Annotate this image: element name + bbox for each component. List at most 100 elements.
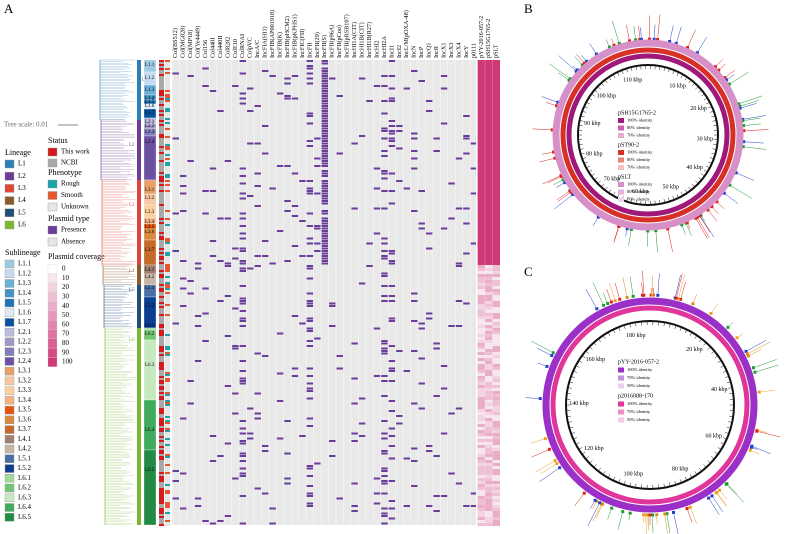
phenotype-cell — [165, 510, 170, 512]
presence-cell — [239, 370, 247, 372]
coverage-cell — [485, 508, 493, 511]
status-cell — [159, 268, 164, 270]
presence-cell — [321, 235, 329, 237]
phenotype-cell — [165, 160, 170, 162]
coverage-cell — [477, 388, 486, 391]
phenotype-cell — [165, 316, 170, 318]
presence-cell — [232, 347, 239, 350]
presence-cell — [306, 305, 314, 307]
presence-cell — [194, 325, 202, 327]
phenotype-cell — [165, 470, 170, 472]
presence-cell — [239, 325, 247, 327]
scale-tick — [580, 120, 584, 122]
presence-cell — [381, 467, 388, 470]
presence-cell — [254, 205, 261, 207]
phenotype-cell — [165, 302, 170, 304]
gene-box — [580, 63, 584, 67]
legend-label: L3.1 — [18, 367, 32, 375]
coverage-cell — [485, 487, 493, 490]
coverage-cell — [485, 280, 493, 283]
gene-box — [638, 37, 642, 41]
column-header: IncHI1B(CIT) — [359, 22, 366, 58]
status-cell — [159, 274, 164, 276]
column-header: ColpVC — [247, 37, 254, 58]
phenotype-cell — [165, 422, 170, 424]
coverage-cell — [492, 313, 500, 316]
presence-cell — [418, 80, 425, 82]
sublineage-label: L6.3 — [145, 363, 155, 368]
tree-lineage-label: L6 — [129, 338, 135, 343]
gene-spoke — [592, 282, 603, 304]
phenotype-cell — [165, 108, 170, 110]
gene-spoke — [700, 217, 711, 233]
column-header: IncFII — [306, 43, 313, 58]
gene-spoke — [640, 27, 642, 38]
coverage-cell — [492, 445, 500, 448]
coverage-swatch — [47, 310, 58, 321]
gene-spoke — [556, 183, 564, 188]
gene-spoke — [758, 431, 781, 438]
status-cell — [159, 486, 164, 488]
scale-tick — [698, 90, 702, 93]
status-cell — [159, 184, 164, 186]
presence-cell — [284, 97, 291, 100]
presence-cell — [381, 432, 388, 435]
phenotype-cell — [165, 404, 170, 406]
status-cell — [159, 362, 164, 364]
coverage-cell — [492, 388, 500, 391]
status-cell — [159, 522, 164, 524]
presence-cell — [321, 192, 329, 195]
presence-cell — [239, 427, 247, 430]
coverage-cell — [492, 298, 500, 301]
status-cell — [159, 190, 164, 192]
gene-spoke — [553, 180, 562, 186]
presence-cell — [381, 482, 388, 485]
coverage-cell — [477, 376, 486, 379]
presence-cell — [254, 255, 261, 257]
presence-cell — [314, 250, 321, 252]
gene-box — [575, 68, 579, 72]
status-cell — [159, 74, 164, 76]
coverage-cell — [485, 289, 493, 292]
status-cell — [159, 264, 164, 266]
phenotype-cell — [165, 310, 170, 312]
gene-box — [710, 494, 714, 498]
legend-swatch — [47, 158, 58, 168]
presence-cell — [381, 350, 388, 352]
status-cell — [159, 252, 164, 254]
coverage-cell — [492, 361, 500, 364]
phenotype-cell — [165, 394, 170, 396]
phenotype-cell — [165, 400, 170, 402]
phenotype-cell — [165, 382, 170, 384]
lineage-strip — [137, 180, 141, 265]
presence-cell — [202, 85, 209, 87]
legend-label: L1.4 — [18, 289, 32, 297]
presence-cell — [388, 172, 396, 175]
phenotype-cell — [165, 222, 170, 224]
presence-cell — [329, 455, 336, 457]
gene-spoke — [738, 333, 743, 337]
presence-cell — [239, 212, 247, 215]
presence-cell — [306, 225, 314, 227]
presence-cell — [224, 385, 232, 387]
presence-cell — [448, 182, 455, 185]
coverage-cell — [492, 457, 500, 460]
gene-spoke — [531, 449, 548, 458]
legend-swatch — [618, 417, 624, 423]
scale-tick — [586, 102, 590, 105]
presence-cell — [455, 262, 463, 265]
identity-ring — [566, 53, 730, 217]
presence-cell — [358, 397, 366, 400]
phenotype-cell — [165, 288, 170, 290]
kbp-label: 90 kbp — [584, 121, 601, 127]
coverage-cell — [477, 316, 486, 319]
backbone — [565, 320, 735, 490]
coverage-cell — [485, 292, 493, 295]
presence-cell — [306, 190, 314, 192]
phenotype-cell — [165, 232, 170, 234]
gene-spoke — [686, 224, 692, 236]
status-cell — [159, 310, 164, 312]
coverage-cell — [485, 310, 493, 313]
scale-tick — [726, 381, 730, 384]
column-header: IncHI2 — [373, 40, 380, 58]
